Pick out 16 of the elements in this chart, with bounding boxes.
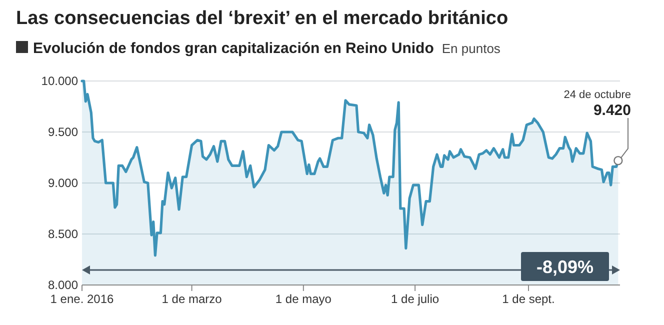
y-tick-label: 10.000	[41, 74, 78, 88]
annotation: -8,09%	[536, 257, 594, 277]
x-tick-label: 1 ene. 2016	[50, 292, 114, 306]
y-axis-title: En puntos	[442, 41, 501, 56]
annotation: 9.420	[593, 102, 631, 119]
x-tick-label: 1 de mayo	[275, 292, 332, 306]
y-tick-label: 8.000	[48, 278, 78, 292]
x-tick-label: 1 de sept.	[502, 292, 555, 306]
x-tick-label: 1 de marzo	[162, 292, 222, 306]
chart-title: Las consecuencias del ‘brexit’ en el mercado británico	[16, 8, 508, 29]
y-tick-label: 9.000	[48, 176, 78, 190]
y-tick-label: 9.500	[48, 125, 78, 139]
chart-subtitle: Evolución de fondos gran capitalización en Reino Unido	[33, 40, 434, 57]
x-tick-label: 1 de julio	[391, 292, 440, 306]
y-tick-label: 8.500	[48, 227, 78, 241]
annotation: 24 de octubre	[564, 89, 631, 101]
